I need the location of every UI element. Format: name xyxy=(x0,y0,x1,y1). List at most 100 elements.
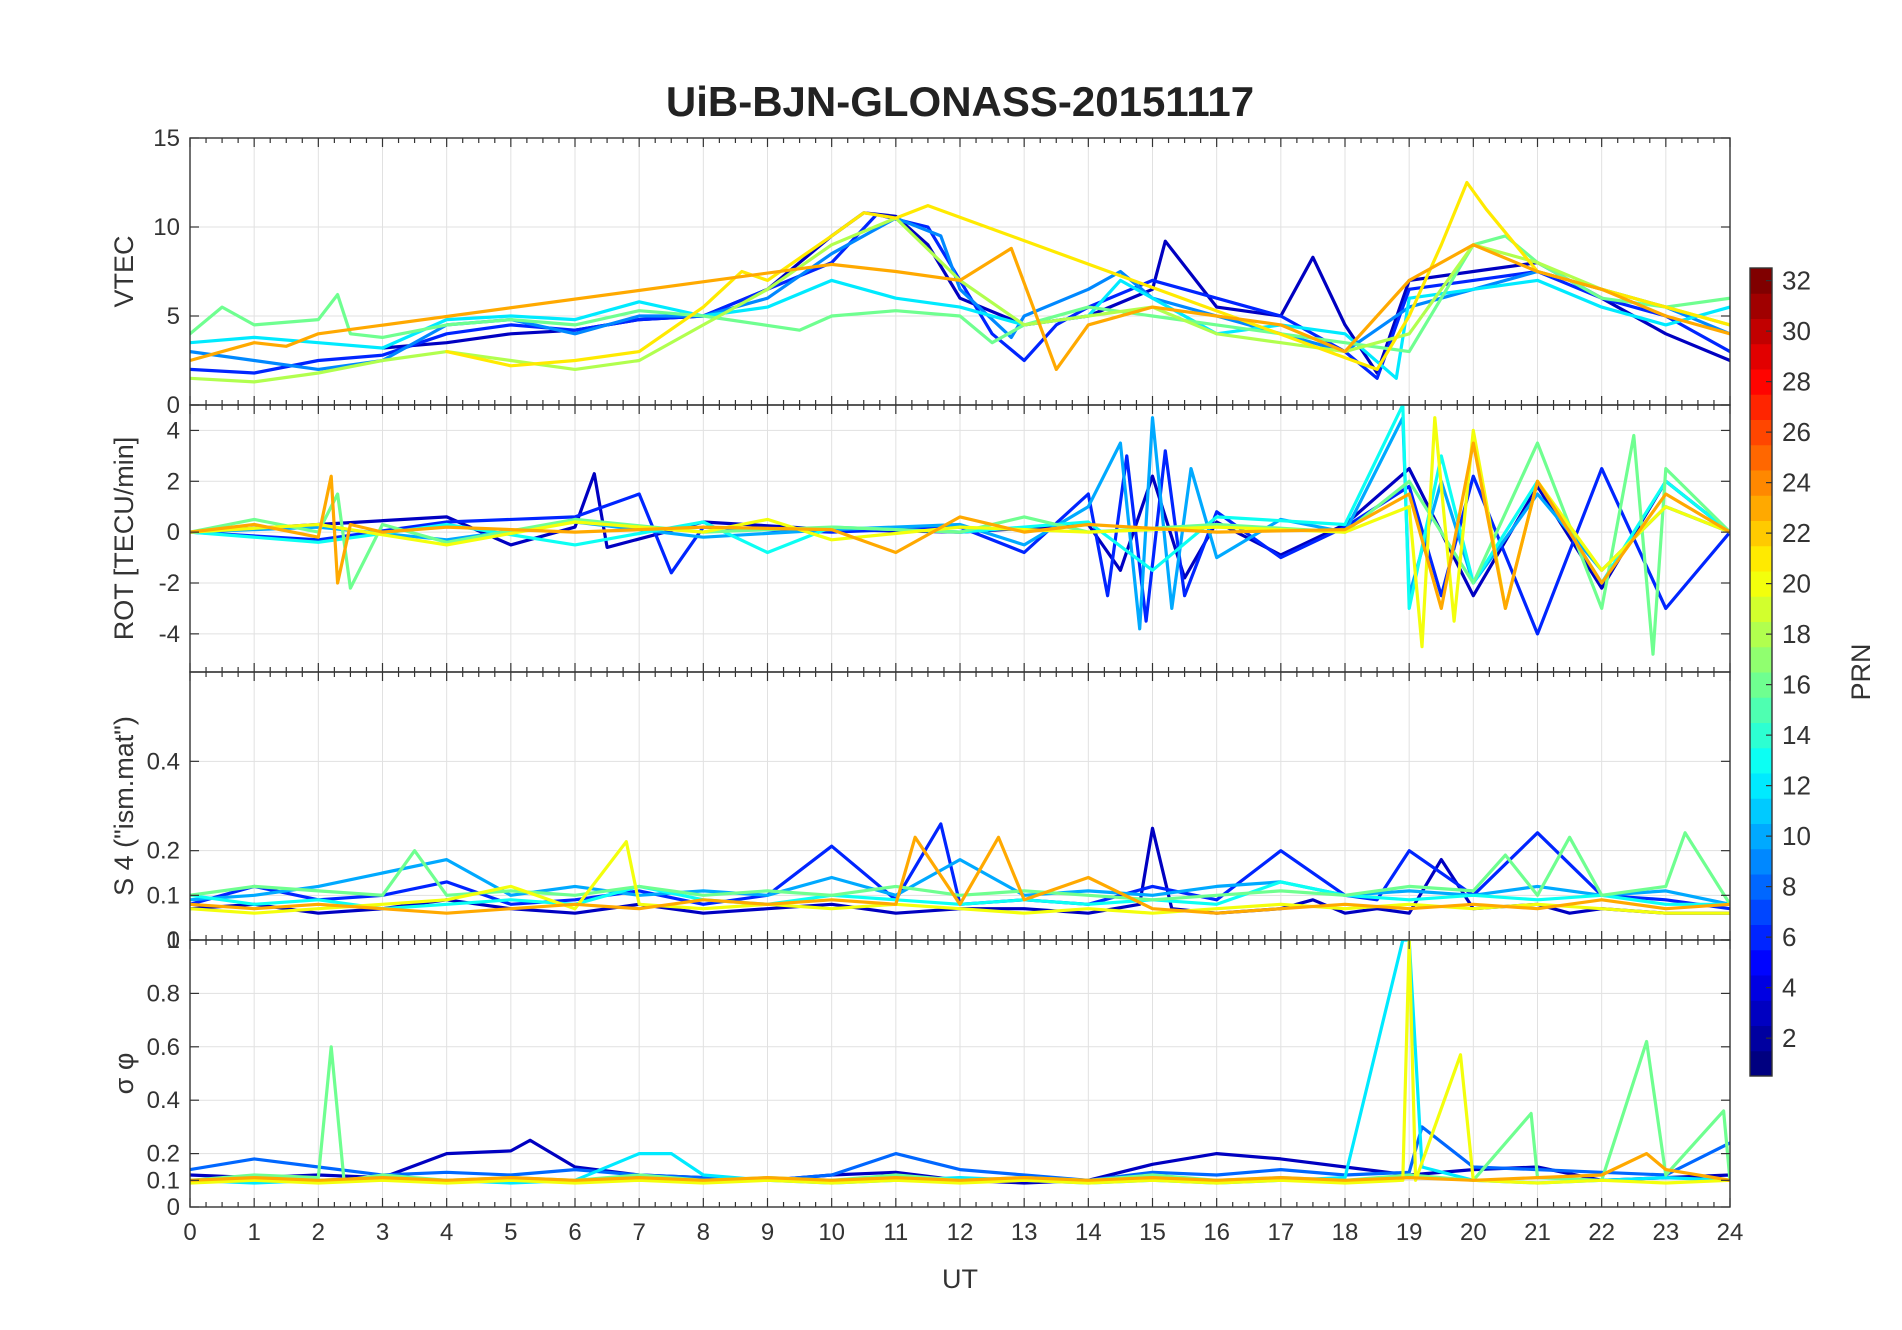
y-tick-label: 0.1 xyxy=(147,1167,180,1194)
x-tick-label: 16 xyxy=(1203,1219,1230,1246)
y-tick-label: 5 xyxy=(167,303,180,330)
x-tick-label: 9 xyxy=(761,1219,774,1246)
colorbar-tick-label: 26 xyxy=(1782,417,1811,447)
series-line-prn-3 xyxy=(380,211,1730,375)
x-tick-label: 0 xyxy=(183,1219,196,1246)
colorbar-cell xyxy=(1750,495,1772,521)
panel-2: -4 -2 0 2 4 ROT [TECU/min] xyxy=(109,404,1731,673)
panel-3: 0 0.1 0.2 0.4 S 4 ("ism.mat") xyxy=(109,671,1731,954)
x-tick-label: 14 xyxy=(1075,1219,1102,1246)
series-line-prn-8 xyxy=(190,1125,1730,1182)
y-tick-label: 0 xyxy=(167,1194,180,1221)
y-axis-label: VTEC xyxy=(109,235,139,307)
x-tick-label: 19 xyxy=(1396,1219,1423,1246)
tick-marks xyxy=(189,939,1731,1208)
x-tick-label: 23 xyxy=(1652,1219,1679,1246)
colorbar-cell xyxy=(1750,646,1772,673)
x-tick-label: 6 xyxy=(568,1219,581,1246)
colorbar-cell xyxy=(1750,318,1772,345)
series-line-prn-13 xyxy=(190,405,1730,611)
colorbar-cell xyxy=(1750,773,1772,799)
series-group xyxy=(190,940,1730,1185)
y-tick-label: -4 xyxy=(159,621,180,648)
x-tick-label: 4 xyxy=(440,1219,453,1246)
colorbar-cell xyxy=(1750,571,1772,597)
series-line-prn-23 xyxy=(190,835,1730,915)
colorbar-cell xyxy=(1750,621,1772,648)
series-line-prn-23 xyxy=(190,243,1730,371)
colorbar-tick-label: 6 xyxy=(1782,922,1796,952)
colorbar-tick-label: 10 xyxy=(1782,821,1811,851)
colorbar-frame xyxy=(1749,267,1773,1077)
x-tick-label: 15 xyxy=(1139,1219,1166,1246)
series-line-prn-6 xyxy=(190,212,1730,380)
y-tick-label: 15 xyxy=(153,125,180,152)
series-line-prn-23 xyxy=(190,1151,1730,1182)
colorbar-cell xyxy=(1750,1050,1772,1077)
colorbar-tick-label: 12 xyxy=(1782,771,1811,801)
colorbar-cell xyxy=(1750,697,1772,723)
colorbar-cell xyxy=(1750,470,1772,496)
colorbar-cell xyxy=(1750,722,1772,749)
x-tick-label: 21 xyxy=(1524,1219,1551,1246)
x-tick-label: 11 xyxy=(883,1219,908,1246)
colorbar-cell xyxy=(1750,1025,1772,1052)
x-tick-label: 22 xyxy=(1588,1219,1615,1246)
colorbar-tick-label: 24 xyxy=(1782,468,1811,498)
x-tick-label: 17 xyxy=(1267,1219,1294,1246)
x-tick-label: 18 xyxy=(1332,1219,1359,1246)
colorbar-cell xyxy=(1750,899,1772,925)
x-tick-label: 3 xyxy=(376,1219,389,1246)
y-tick-label: 0.4 xyxy=(147,1087,180,1114)
series-line-prn-20 xyxy=(190,840,1730,915)
colorbar-cell xyxy=(1750,444,1772,471)
colorbar-cell xyxy=(1750,949,1772,976)
colorbar-cell xyxy=(1750,798,1772,824)
colorbar-tick-label: 30 xyxy=(1782,316,1811,346)
colorbar-cell xyxy=(1750,672,1772,698)
tick-marks xyxy=(189,405,1731,672)
colorbar-cell xyxy=(1750,293,1772,319)
colorbar-tick-label: 14 xyxy=(1782,720,1811,750)
colorbar-tick-label: 28 xyxy=(1782,367,1811,397)
series-line-prn-21 xyxy=(445,180,1730,371)
x-tick-label: 24 xyxy=(1717,1219,1744,1246)
colorbar-cell xyxy=(1750,596,1772,622)
x-tick-label: 2 xyxy=(312,1219,325,1246)
y-tick-label: -2 xyxy=(159,570,180,597)
y-tick-label: 2 xyxy=(167,468,180,495)
y-tick-label: 0.2 xyxy=(147,838,180,865)
colorbar-cell xyxy=(1750,268,1772,294)
colorbar-cell xyxy=(1750,419,1772,446)
x-tick-label: 13 xyxy=(1011,1219,1038,1246)
series-group xyxy=(190,405,1730,656)
y-tick-label: 0 xyxy=(167,927,180,954)
y-tick-label: 0.1 xyxy=(147,882,180,909)
x-axis-label: UT xyxy=(942,1264,978,1294)
y-tick-label: 0.6 xyxy=(147,1034,180,1061)
colorbar-tick-label: 18 xyxy=(1782,619,1811,649)
y-tick-label: 0 xyxy=(167,392,180,419)
y-tick-label: 0 xyxy=(167,519,180,546)
colorbar-tick-label: 2 xyxy=(1782,1023,1796,1053)
series-line-prn-16 xyxy=(190,831,1730,906)
colorbar-cell xyxy=(1750,545,1772,572)
series-group xyxy=(190,822,1730,915)
y-tick-label: 0.4 xyxy=(147,748,180,775)
colorbar-cell xyxy=(1750,848,1772,875)
x-tick-label: 7 xyxy=(632,1219,645,1246)
colorbar-label: PRN xyxy=(1846,643,1876,700)
x-tick-label: 10 xyxy=(818,1219,845,1246)
colorbar-tick-label: 22 xyxy=(1782,518,1811,548)
y-axis-label: σ φ xyxy=(109,1053,139,1095)
tick-marks xyxy=(189,137,1731,406)
y-tick-label: 4 xyxy=(167,417,180,444)
panel-4: 00.10.20.40.60.81σ φ0 1 2 3 4 5 6 7 8 9 10 11 12 13 14… xyxy=(109,927,1743,1246)
colorbar-cell xyxy=(1750,747,1772,774)
colorbar-cell xyxy=(1750,369,1772,395)
colorbar-cell xyxy=(1750,1000,1772,1026)
panel-1: 0 5 10 15 VTEC xyxy=(109,125,1731,419)
y-tick-label: 0.8 xyxy=(147,980,180,1007)
